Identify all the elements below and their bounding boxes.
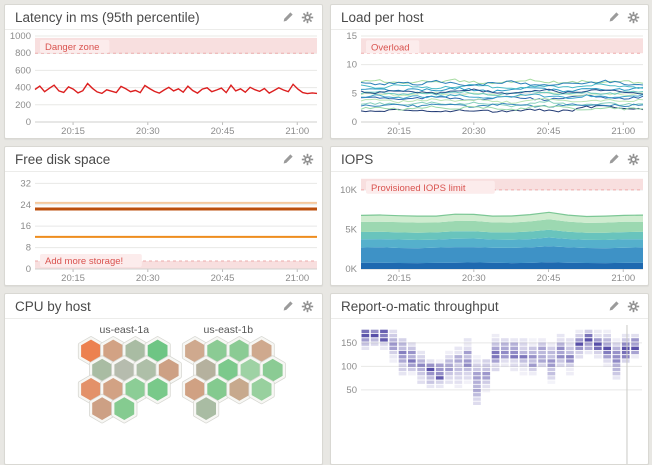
gear-icon[interactable] xyxy=(301,153,314,166)
panel-load-per-host: Load per host 0 5 10 15 Overload 20:15 20:30 20… xyxy=(330,4,649,139)
panel-header: Free disk space xyxy=(5,147,322,172)
throughput-heatmap[interactable]: 50 100 150 xyxy=(331,319,648,464)
svg-text:us-east-1b: us-east-1b xyxy=(203,324,253,336)
free-disk-space-chart[interactable]: 0 8 16 24 32 Add more storage! 20:15 20:30 20:45… xyxy=(5,172,322,285)
svg-text:0K: 0K xyxy=(345,264,357,275)
svg-text:0: 0 xyxy=(26,264,31,275)
svg-text:Provisioned IOPS limit: Provisioned IOPS limit xyxy=(371,183,466,194)
svg-text:8: 8 xyxy=(26,243,31,254)
svg-text:200: 200 xyxy=(15,100,31,111)
svg-text:16: 16 xyxy=(20,221,31,232)
edit-pencil-icon[interactable] xyxy=(608,300,620,312)
edit-pencil-icon[interactable] xyxy=(608,153,620,165)
svg-text:24: 24 xyxy=(20,200,31,211)
svg-text:20:30: 20:30 xyxy=(136,126,160,137)
svg-text:100: 100 xyxy=(341,361,357,372)
svg-text:20:45: 20:45 xyxy=(211,126,235,137)
svg-text:600: 600 xyxy=(15,65,31,76)
svg-text:21:00: 21:00 xyxy=(611,273,635,284)
edit-pencil-icon[interactable] xyxy=(282,300,294,312)
svg-text:10K: 10K xyxy=(340,185,358,196)
svg-text:10: 10 xyxy=(346,60,357,71)
svg-text:0: 0 xyxy=(26,117,31,128)
svg-text:400: 400 xyxy=(15,83,31,94)
panel-header: Load per host xyxy=(331,5,648,30)
svg-text:5K: 5K xyxy=(345,224,357,235)
panel-title: Report-o-matic throughput xyxy=(341,298,499,314)
svg-text:1000: 1000 xyxy=(10,31,31,42)
svg-text:150: 150 xyxy=(341,338,357,349)
panel-title: CPU by host xyxy=(15,298,91,314)
svg-text:32: 32 xyxy=(20,178,31,189)
latency-chart[interactable]: 0 200 400 600 800 1000 Danger zone 20:15 20:30 20… xyxy=(5,30,322,138)
load-per-host-chart[interactable]: 0 5 10 15 Overload 20:15 20:30 20:45 21:00 xyxy=(331,30,648,138)
panel-header: Latency in ms (95th percentile) xyxy=(5,5,322,30)
svg-text:20:15: 20:15 xyxy=(387,273,411,284)
svg-text:20:30: 20:30 xyxy=(462,126,486,137)
gear-icon[interactable] xyxy=(627,153,640,166)
svg-text:800: 800 xyxy=(15,48,31,59)
svg-text:50: 50 xyxy=(346,385,357,396)
panel-title: Latency in ms (95th percentile) xyxy=(15,9,200,25)
panel-header: CPU by host xyxy=(5,294,322,319)
iops-chart[interactable]: 0K 5K 10K Provisioned IOPS limit 20:15 20:30 2… xyxy=(331,172,648,285)
svg-text:20:15: 20:15 xyxy=(61,126,85,137)
panel-title: IOPS xyxy=(341,151,374,167)
gear-icon[interactable] xyxy=(301,300,314,313)
svg-text:20:45: 20:45 xyxy=(537,126,561,137)
svg-text:20:30: 20:30 xyxy=(462,273,486,284)
edit-pencil-icon[interactable] xyxy=(608,11,620,23)
svg-text:20:30: 20:30 xyxy=(136,273,160,284)
svg-text:Danger zone: Danger zone xyxy=(45,42,99,53)
panel-title: Load per host xyxy=(341,9,424,25)
panel-free-disk-space: Free disk space 0 8 16 24 32 Add more storage… xyxy=(4,146,323,286)
panel-throughput: Report-o-matic throughput 50 100 150 xyxy=(330,293,649,465)
svg-text:0: 0 xyxy=(352,117,357,128)
panel-header: IOPS xyxy=(331,147,648,172)
svg-text:5: 5 xyxy=(352,88,357,99)
panel-header: Report-o-matic throughput xyxy=(331,294,648,319)
panel-title: Free disk space xyxy=(15,151,111,167)
gear-icon[interactable] xyxy=(627,11,640,24)
edit-pencil-icon[interactable] xyxy=(282,153,294,165)
gear-icon[interactable] xyxy=(301,11,314,24)
svg-text:20:15: 20:15 xyxy=(61,273,85,284)
cpu-by-host-chart[interactable]: us-east-1a us-east-1b xyxy=(5,319,322,464)
panel-iops: IOPS 0K 5K 10K Provisioned IOPS limit 20:15 2… xyxy=(330,146,649,286)
svg-text:21:00: 21:00 xyxy=(611,126,635,137)
svg-text:20:45: 20:45 xyxy=(537,273,561,284)
svg-text:us-east-1a: us-east-1a xyxy=(99,324,149,336)
svg-text:20:15: 20:15 xyxy=(387,126,411,137)
svg-text:15: 15 xyxy=(346,31,357,42)
svg-text:20:45: 20:45 xyxy=(211,273,235,284)
panel-latency: Latency in ms (95th percentile) 0 200 400 6… xyxy=(4,4,323,139)
svg-text:21:00: 21:00 xyxy=(285,126,309,137)
svg-text:21:00: 21:00 xyxy=(285,273,309,284)
panel-cpu-by-host: CPU by host us-east-1a us-east-1b xyxy=(4,293,323,465)
gear-icon[interactable] xyxy=(627,300,640,313)
edit-pencil-icon[interactable] xyxy=(282,11,294,23)
svg-text:Add more storage!: Add more storage! xyxy=(45,256,123,267)
svg-text:Overload: Overload xyxy=(371,42,410,53)
